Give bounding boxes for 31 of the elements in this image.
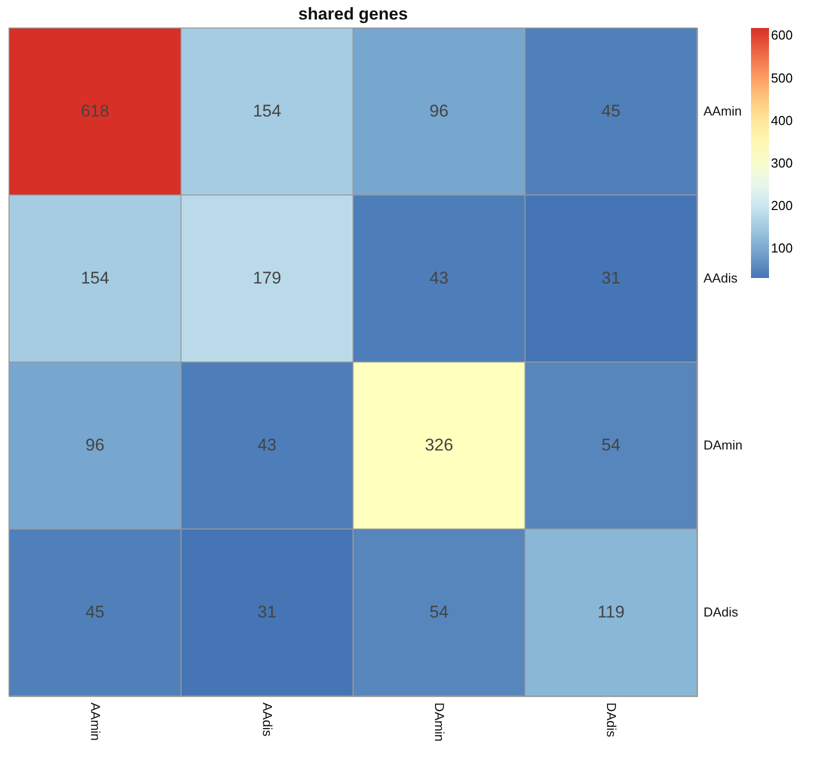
data-label: 618 bbox=[80, 102, 110, 120]
data-label: 154 bbox=[80, 268, 110, 288]
y-tick-label: AAmin bbox=[704, 104, 742, 118]
color-bar-label: 100 bbox=[771, 240, 793, 256]
data-label: 43 bbox=[430, 268, 448, 288]
data-label: 43 bbox=[258, 436, 276, 454]
x-tick-label: AAmin bbox=[88, 702, 103, 741]
data-label: 179 bbox=[252, 268, 282, 288]
data-label: 96 bbox=[86, 436, 104, 454]
color-bar-label: 400 bbox=[771, 112, 793, 128]
chart-title: shared genes bbox=[298, 4, 408, 24]
data-label: 96 bbox=[430, 102, 448, 120]
x-tick-label: AAdis bbox=[260, 702, 275, 737]
color-bar-label: 600 bbox=[771, 28, 793, 43]
data-label: 54 bbox=[430, 602, 448, 622]
color-bar-label: 200 bbox=[771, 198, 793, 214]
x-tick-label: DAmin bbox=[432, 702, 447, 742]
data-label: 154 bbox=[252, 102, 282, 120]
data-label: 45 bbox=[86, 602, 104, 622]
data-label: 119 bbox=[597, 602, 625, 622]
y-tick-label: DAdis bbox=[704, 604, 739, 620]
data-label: 31 bbox=[258, 602, 276, 622]
data-label: 45 bbox=[602, 102, 620, 120]
color-bar-label: 500 bbox=[771, 70, 793, 86]
y-tick-label: DAmin bbox=[704, 438, 743, 452]
x-tick-label: DAdis bbox=[604, 702, 619, 738]
y-tick-label: AAdis bbox=[704, 270, 738, 286]
color-bar-label: 300 bbox=[771, 155, 793, 170]
data-label: 54 bbox=[602, 436, 620, 454]
data-label: 31 bbox=[602, 268, 620, 288]
data-label: 326 bbox=[424, 436, 454, 454]
